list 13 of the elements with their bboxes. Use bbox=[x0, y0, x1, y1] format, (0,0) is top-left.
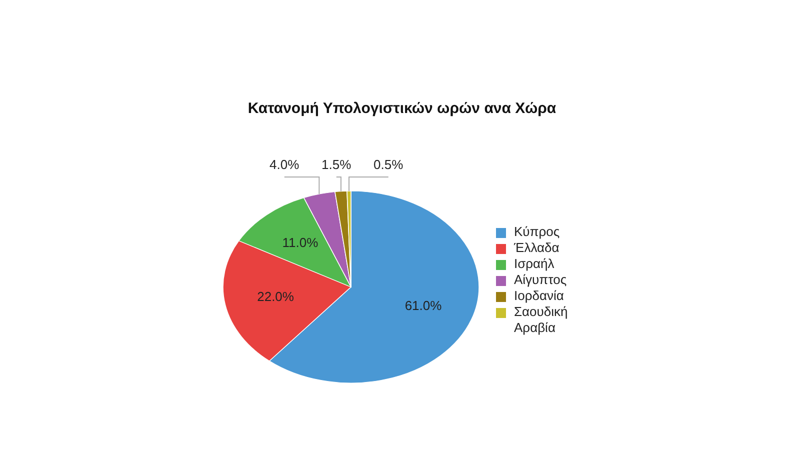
data-label: 4.0% bbox=[270, 157, 300, 172]
data-label: 0.5% bbox=[374, 157, 404, 172]
data-label: 11.0% bbox=[282, 235, 319, 250]
legend-label: Ιορδανία bbox=[514, 288, 564, 304]
legend-label: Ισραήλ bbox=[514, 256, 555, 272]
data-label: 61.0% bbox=[404, 298, 442, 313]
legend-label: Κύπρος bbox=[514, 224, 560, 240]
chart-title: Κατανομή Υπολογιστικών ωρών ανα Χώρα bbox=[248, 100, 557, 117]
legend-label: Έλλαδα bbox=[513, 240, 560, 256]
legend-label: Σαουδική Αραβία bbox=[514, 304, 568, 336]
data-label: 22.0% bbox=[257, 289, 294, 304]
legend-label: Αίγυπτος bbox=[514, 272, 567, 288]
data-label: 1.5% bbox=[322, 157, 352, 172]
